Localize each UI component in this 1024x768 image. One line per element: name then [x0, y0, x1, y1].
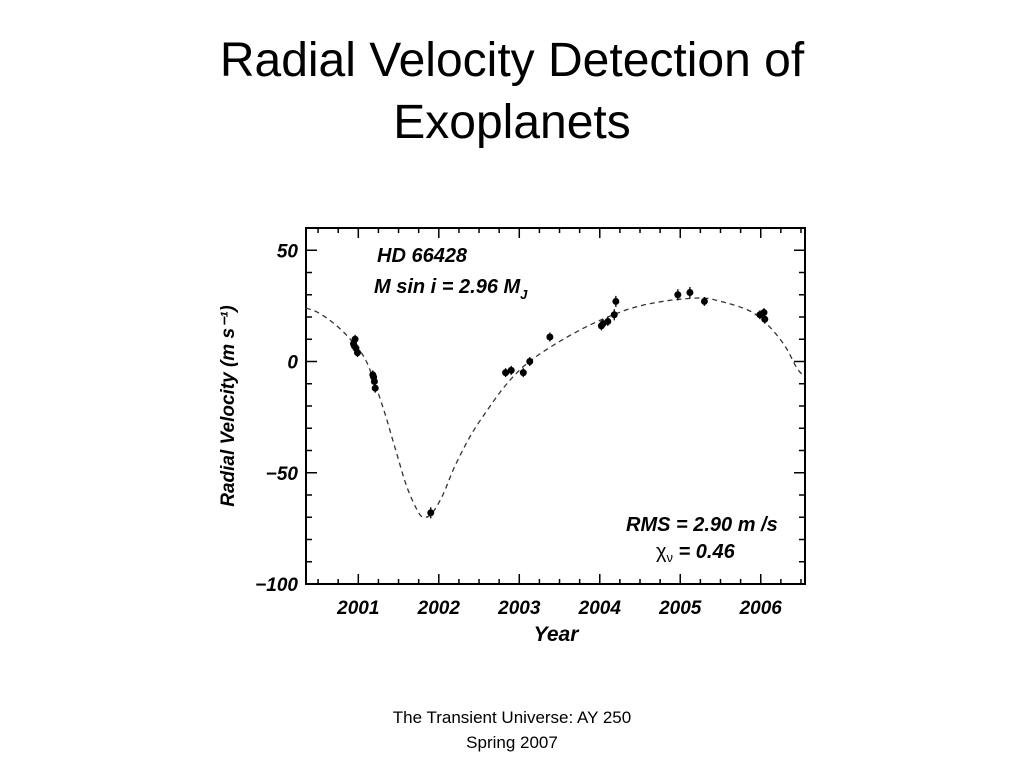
- slide-title-line-1: Radial Velocity Detection of: [219, 34, 805, 87]
- data-point: [507, 366, 515, 374]
- x-axis-label: Year: [534, 623, 581, 646]
- annotation-mass: M sin i = 2.96 MJ: [374, 276, 528, 302]
- radial-velocity-chart: 2001 2002 2003 2004 2005 2006 50 0 −50 −100 Year…: [218, 227, 806, 646]
- data-point: [354, 349, 362, 357]
- annotation-star-name: HD 66428: [377, 245, 468, 267]
- data-point: [700, 297, 708, 305]
- data-point: [427, 509, 435, 517]
- x-tick-labels: 2001 2002 2003 2004 2005 2006: [336, 598, 782, 619]
- y-tick-label: −50: [266, 464, 299, 485]
- annotation-chi: χν = 0.46: [656, 541, 736, 565]
- y-tick-label: −100: [255, 575, 298, 596]
- footer-line-1: The Transient Universe: AY 250: [392, 708, 632, 727]
- annotation-rms: RMS = 2.90 m /s: [626, 514, 778, 536]
- x-tick-label: 2005: [658, 598, 702, 619]
- slide-footer: The Transient Universe: AY 250 Spring 20…: [0, 705, 1024, 755]
- slide-title: Radial Velocity Detection of Exoplanets: [0, 30, 1024, 154]
- data-point: [371, 384, 379, 392]
- orbital-fit-curve: [305, 297, 806, 518]
- data-point: [760, 309, 768, 317]
- data-point: [546, 333, 554, 341]
- data-point: [526, 358, 534, 365]
- data-point: [612, 297, 620, 305]
- x-tick-label: 2001: [336, 598, 379, 619]
- data-point: [686, 289, 694, 297]
- data-point: [604, 317, 612, 325]
- x-tick-label: 2004: [578, 598, 622, 619]
- data-point: [610, 311, 618, 319]
- y-tick-labels: 50 0 −50 −100: [255, 241, 298, 596]
- data-point: [674, 291, 682, 299]
- x-tick-label: 2006: [739, 598, 783, 619]
- x-tick-label: 2003: [497, 598, 541, 619]
- footer-line-2: Spring 2007: [466, 733, 558, 752]
- data-point: [370, 378, 378, 386]
- data-points: [349, 286, 769, 519]
- y-tick-label: 50: [277, 241, 299, 262]
- data-point: [761, 315, 769, 323]
- data-point: [502, 369, 510, 377]
- axis-ticks: [306, 227, 805, 585]
- data-point: [519, 369, 527, 377]
- y-tick-label: 0: [287, 353, 298, 374]
- slide-title-line-2: Exoplanets: [393, 96, 631, 149]
- y-axis-label: Radial Velocity (m s⁻¹): [218, 305, 239, 507]
- data-point: [351, 335, 359, 343]
- x-tick-label: 2002: [417, 598, 461, 619]
